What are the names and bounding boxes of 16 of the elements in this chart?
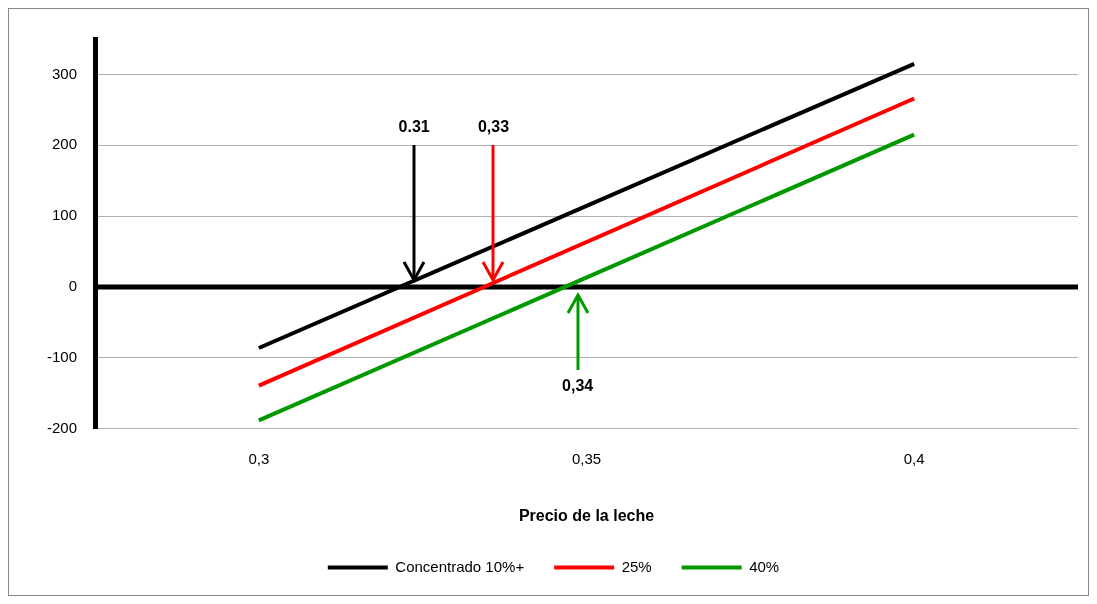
x-tick-label: 0,35 bbox=[571, 449, 602, 467]
x-tick-label: 0,3 bbox=[248, 449, 270, 467]
y-tick-label: 300 bbox=[51, 64, 78, 82]
y-tick-label: 0 bbox=[68, 277, 78, 295]
annotation: 0,34 bbox=[562, 377, 594, 395]
legend-label: 25% bbox=[621, 557, 652, 575]
annotation: 0,33 bbox=[477, 118, 510, 136]
y-tick-label: -100 bbox=[46, 348, 78, 366]
legend-label: Concentrado 10%+ bbox=[395, 557, 525, 575]
x-tick-label: 0,4 bbox=[903, 449, 925, 467]
x-axis-title: Precio de la leche bbox=[518, 506, 655, 524]
legend-label: 40% bbox=[749, 557, 780, 575]
y-tick-label: 100 bbox=[51, 206, 78, 224]
y-tick-label: 200 bbox=[51, 135, 78, 153]
y-tick-label: -200 bbox=[46, 418, 78, 436]
annotation: 0.31 bbox=[398, 118, 430, 136]
